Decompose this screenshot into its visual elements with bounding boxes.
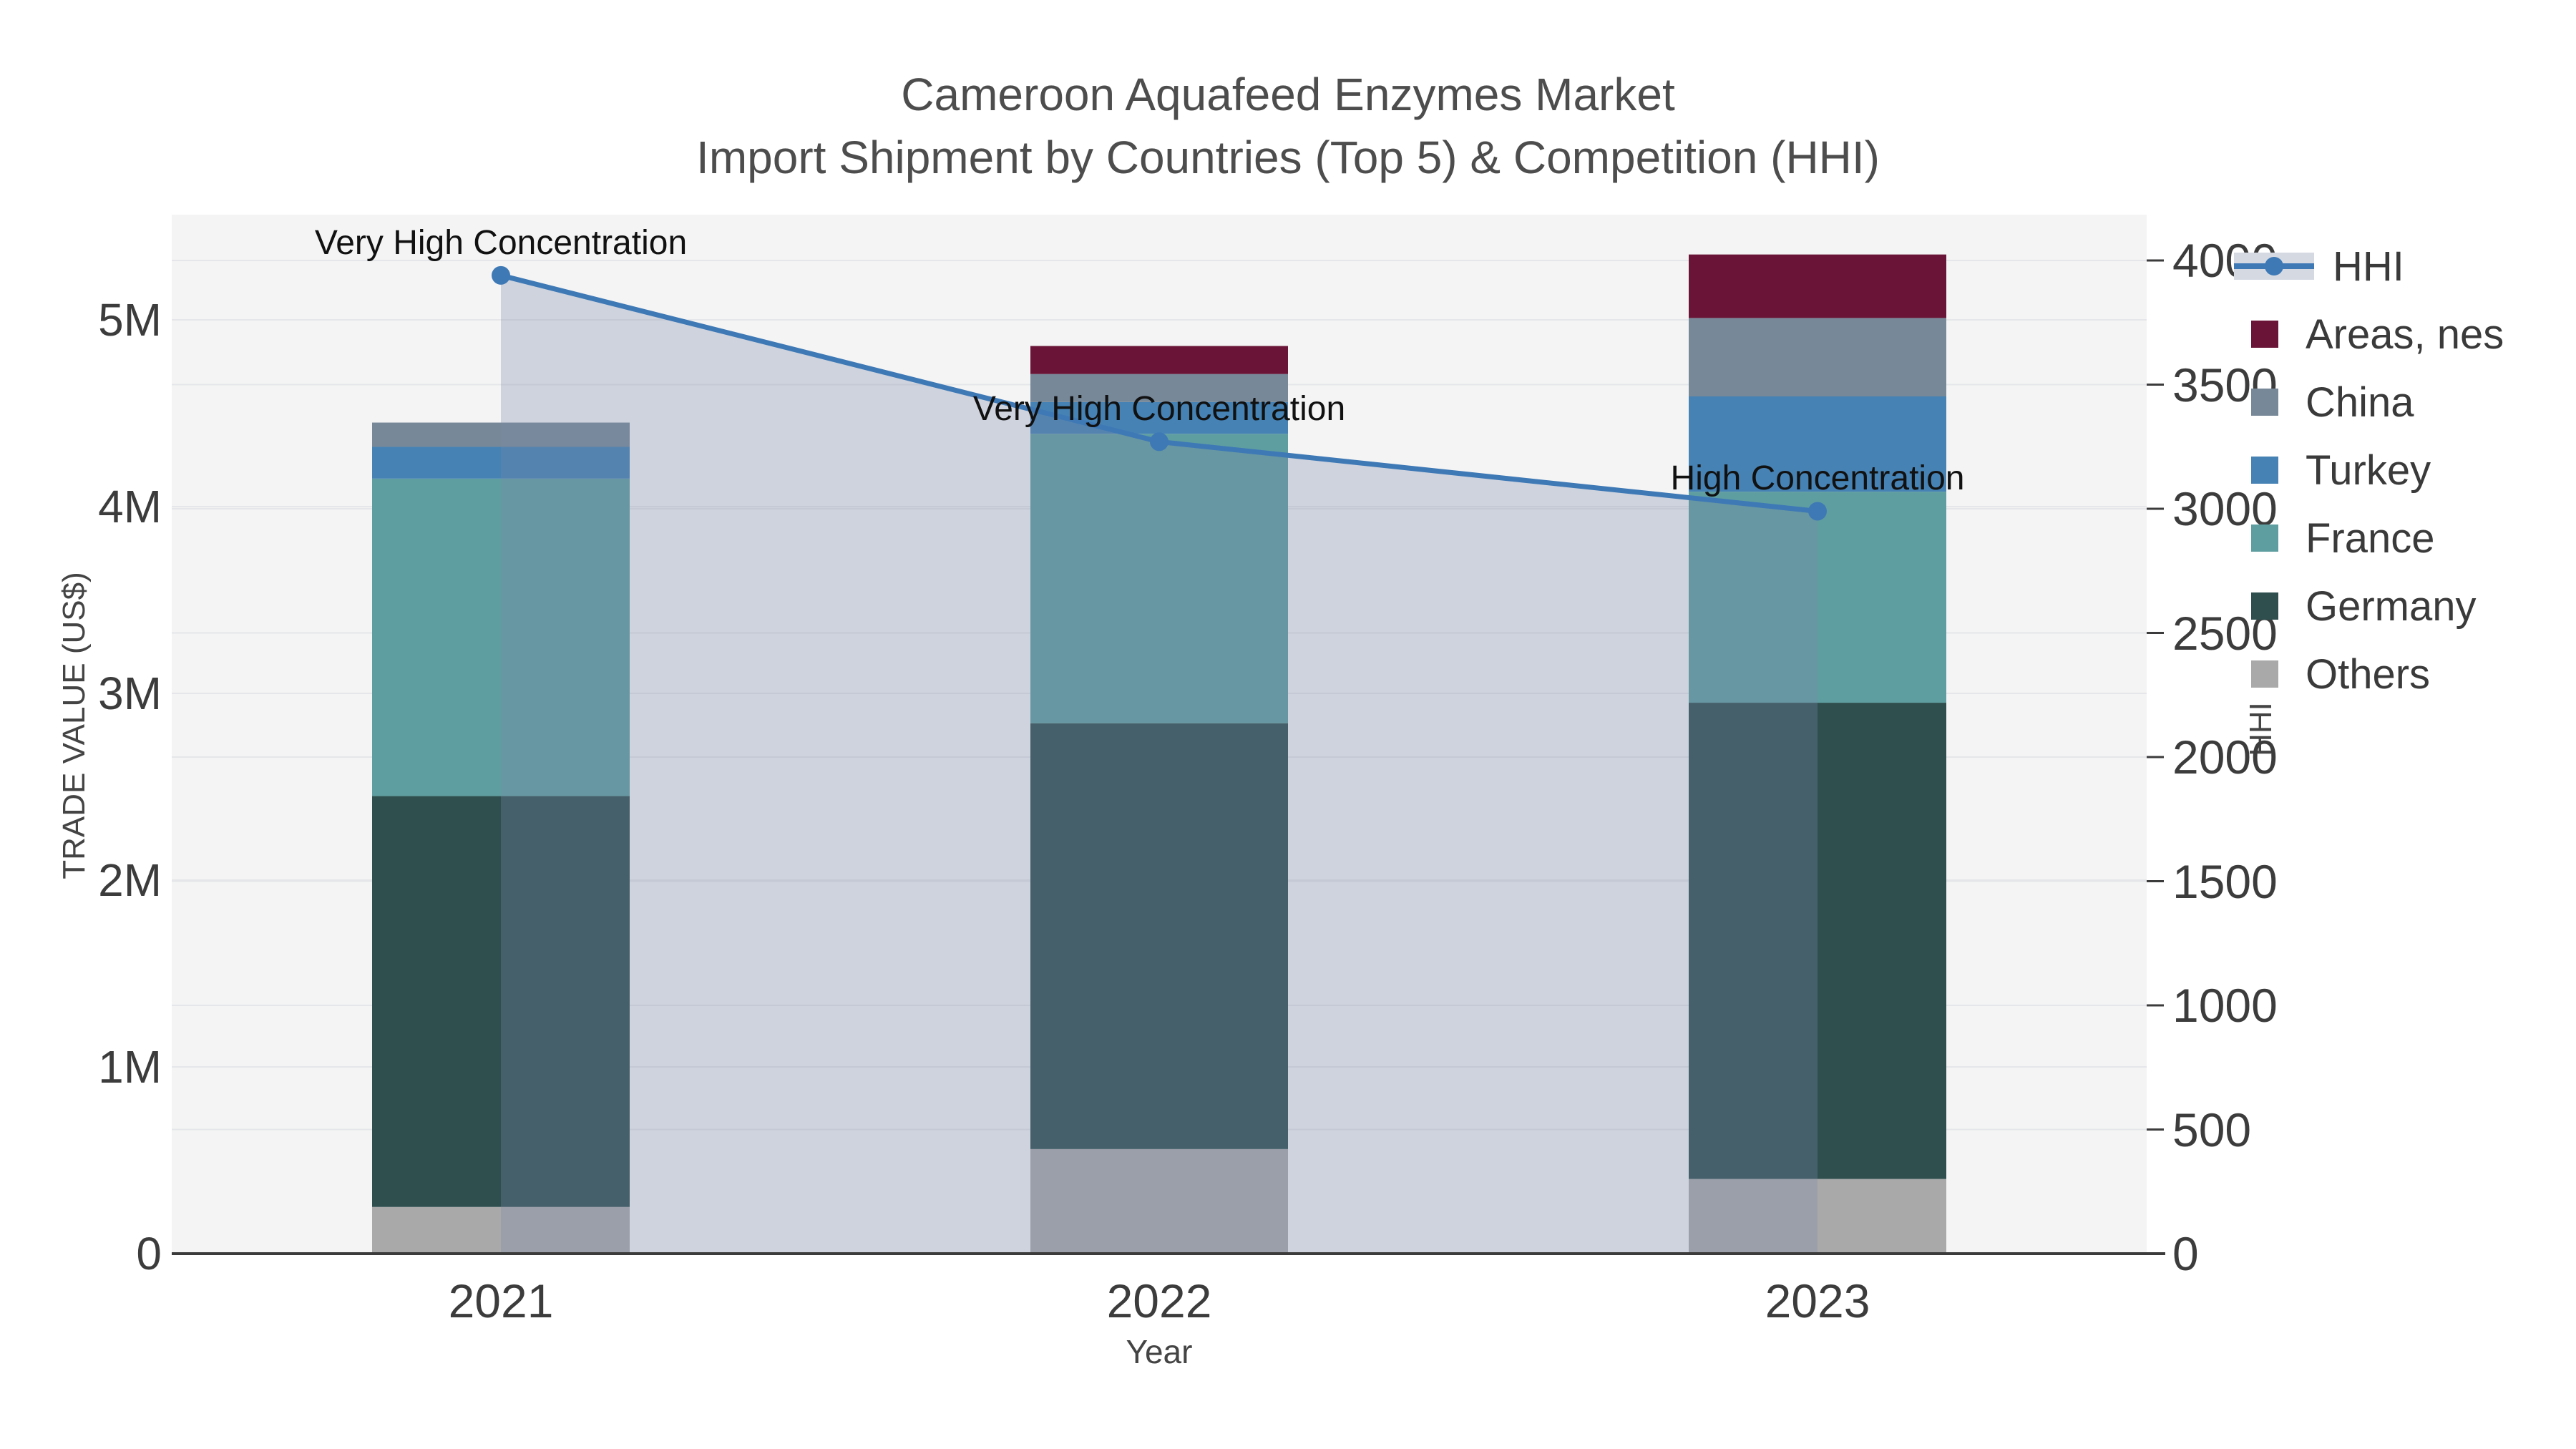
x-axis-title: Year (1126, 1333, 1193, 1370)
y-right-tick-label: 1000 (2172, 979, 2278, 1032)
legend-item-germany[interactable]: Germany (2234, 582, 2477, 630)
x-tick-label: 2022 (1106, 1274, 1212, 1327)
legend-swatch-icon (2251, 389, 2278, 416)
hhi-point (492, 265, 510, 285)
legend-item-label: Turkey (2306, 447, 2431, 494)
bar-segment (1689, 492, 1946, 703)
bar-segment (372, 796, 630, 1207)
legend-item-china[interactable]: China (2234, 379, 2414, 426)
bar-segment (1689, 254, 1946, 318)
legend-item-label: HHI (2333, 243, 2404, 290)
hhi-point (1150, 432, 1169, 452)
legend-item-others[interactable]: Others (2234, 650, 2431, 698)
hhi-legend-sample-icon (2234, 253, 2314, 280)
hhi-area-fill (501, 275, 1818, 1254)
bar-segment (372, 447, 630, 479)
y-left-tick-label: 5M (98, 294, 162, 346)
bar-segment (1689, 1179, 1946, 1254)
annotation: Very High Concentration (972, 390, 1346, 429)
bar-segment (1689, 396, 1946, 492)
y-left-tick-label: 3M (98, 668, 162, 719)
legend-item-label: Areas, nes (2306, 311, 2504, 358)
x-tick-label: 2021 (448, 1274, 554, 1327)
legend-item-label: Others (2306, 650, 2431, 698)
legend-item-areas-nes[interactable]: Areas, nes (2234, 311, 2504, 358)
x-tick-label: 2023 (1765, 1274, 1870, 1327)
y-right-tick-label: 500 (2172, 1103, 2252, 1156)
chart-title-line2: Import Shipment by Countries (Top 5) & C… (696, 132, 1880, 183)
legend-swatch-icon (2251, 321, 2278, 348)
legend-swatch-icon (2251, 457, 2278, 484)
y-right-tick-label: 0 (2172, 1227, 2199, 1280)
legend-item-hhi[interactable]: HHI (2234, 243, 2404, 290)
chart-title-line1: Cameroon Aquafeed Enzymes Market (901, 69, 1675, 120)
bar-segment (1030, 374, 1288, 402)
legend-item-turkey[interactable]: Turkey (2234, 447, 2431, 494)
annotation: High Concentration (1670, 459, 1965, 498)
bar-segment (1689, 318, 1946, 397)
legend-item-label: China (2306, 379, 2414, 426)
bar-segment (1030, 723, 1288, 1149)
bar-segment (1030, 346, 1288, 374)
y-left-tick-label: 1M (98, 1041, 162, 1093)
y-left-tick-label: 2M (98, 854, 162, 906)
hhi-point (1808, 502, 1827, 521)
y-right-tick-label: 1500 (2172, 854, 2278, 908)
y-left-tick-label: 0 (136, 1228, 162, 1279)
y-right-tick-label: 2000 (2172, 731, 2278, 784)
bar-segment (1030, 1148, 1288, 1254)
hhi-marker-icon (2265, 257, 2283, 275)
legend-item-france[interactable]: France (2234, 514, 2435, 562)
annotation: Very High Concentration (314, 223, 688, 262)
legend-swatch-icon (2251, 660, 2278, 688)
bar-segment (372, 478, 630, 796)
y-left-tick-label: 4M (98, 481, 162, 532)
bar-segment (372, 1206, 630, 1254)
legend-swatch-icon (2251, 592, 2278, 620)
legend-item-label: Germany (2306, 582, 2477, 630)
legend-item-label: France (2306, 514, 2435, 562)
bar-segment (1689, 703, 1946, 1179)
bar-segment (1030, 434, 1288, 723)
bar-segment (372, 422, 630, 447)
legend-swatch-icon (2251, 525, 2278, 552)
